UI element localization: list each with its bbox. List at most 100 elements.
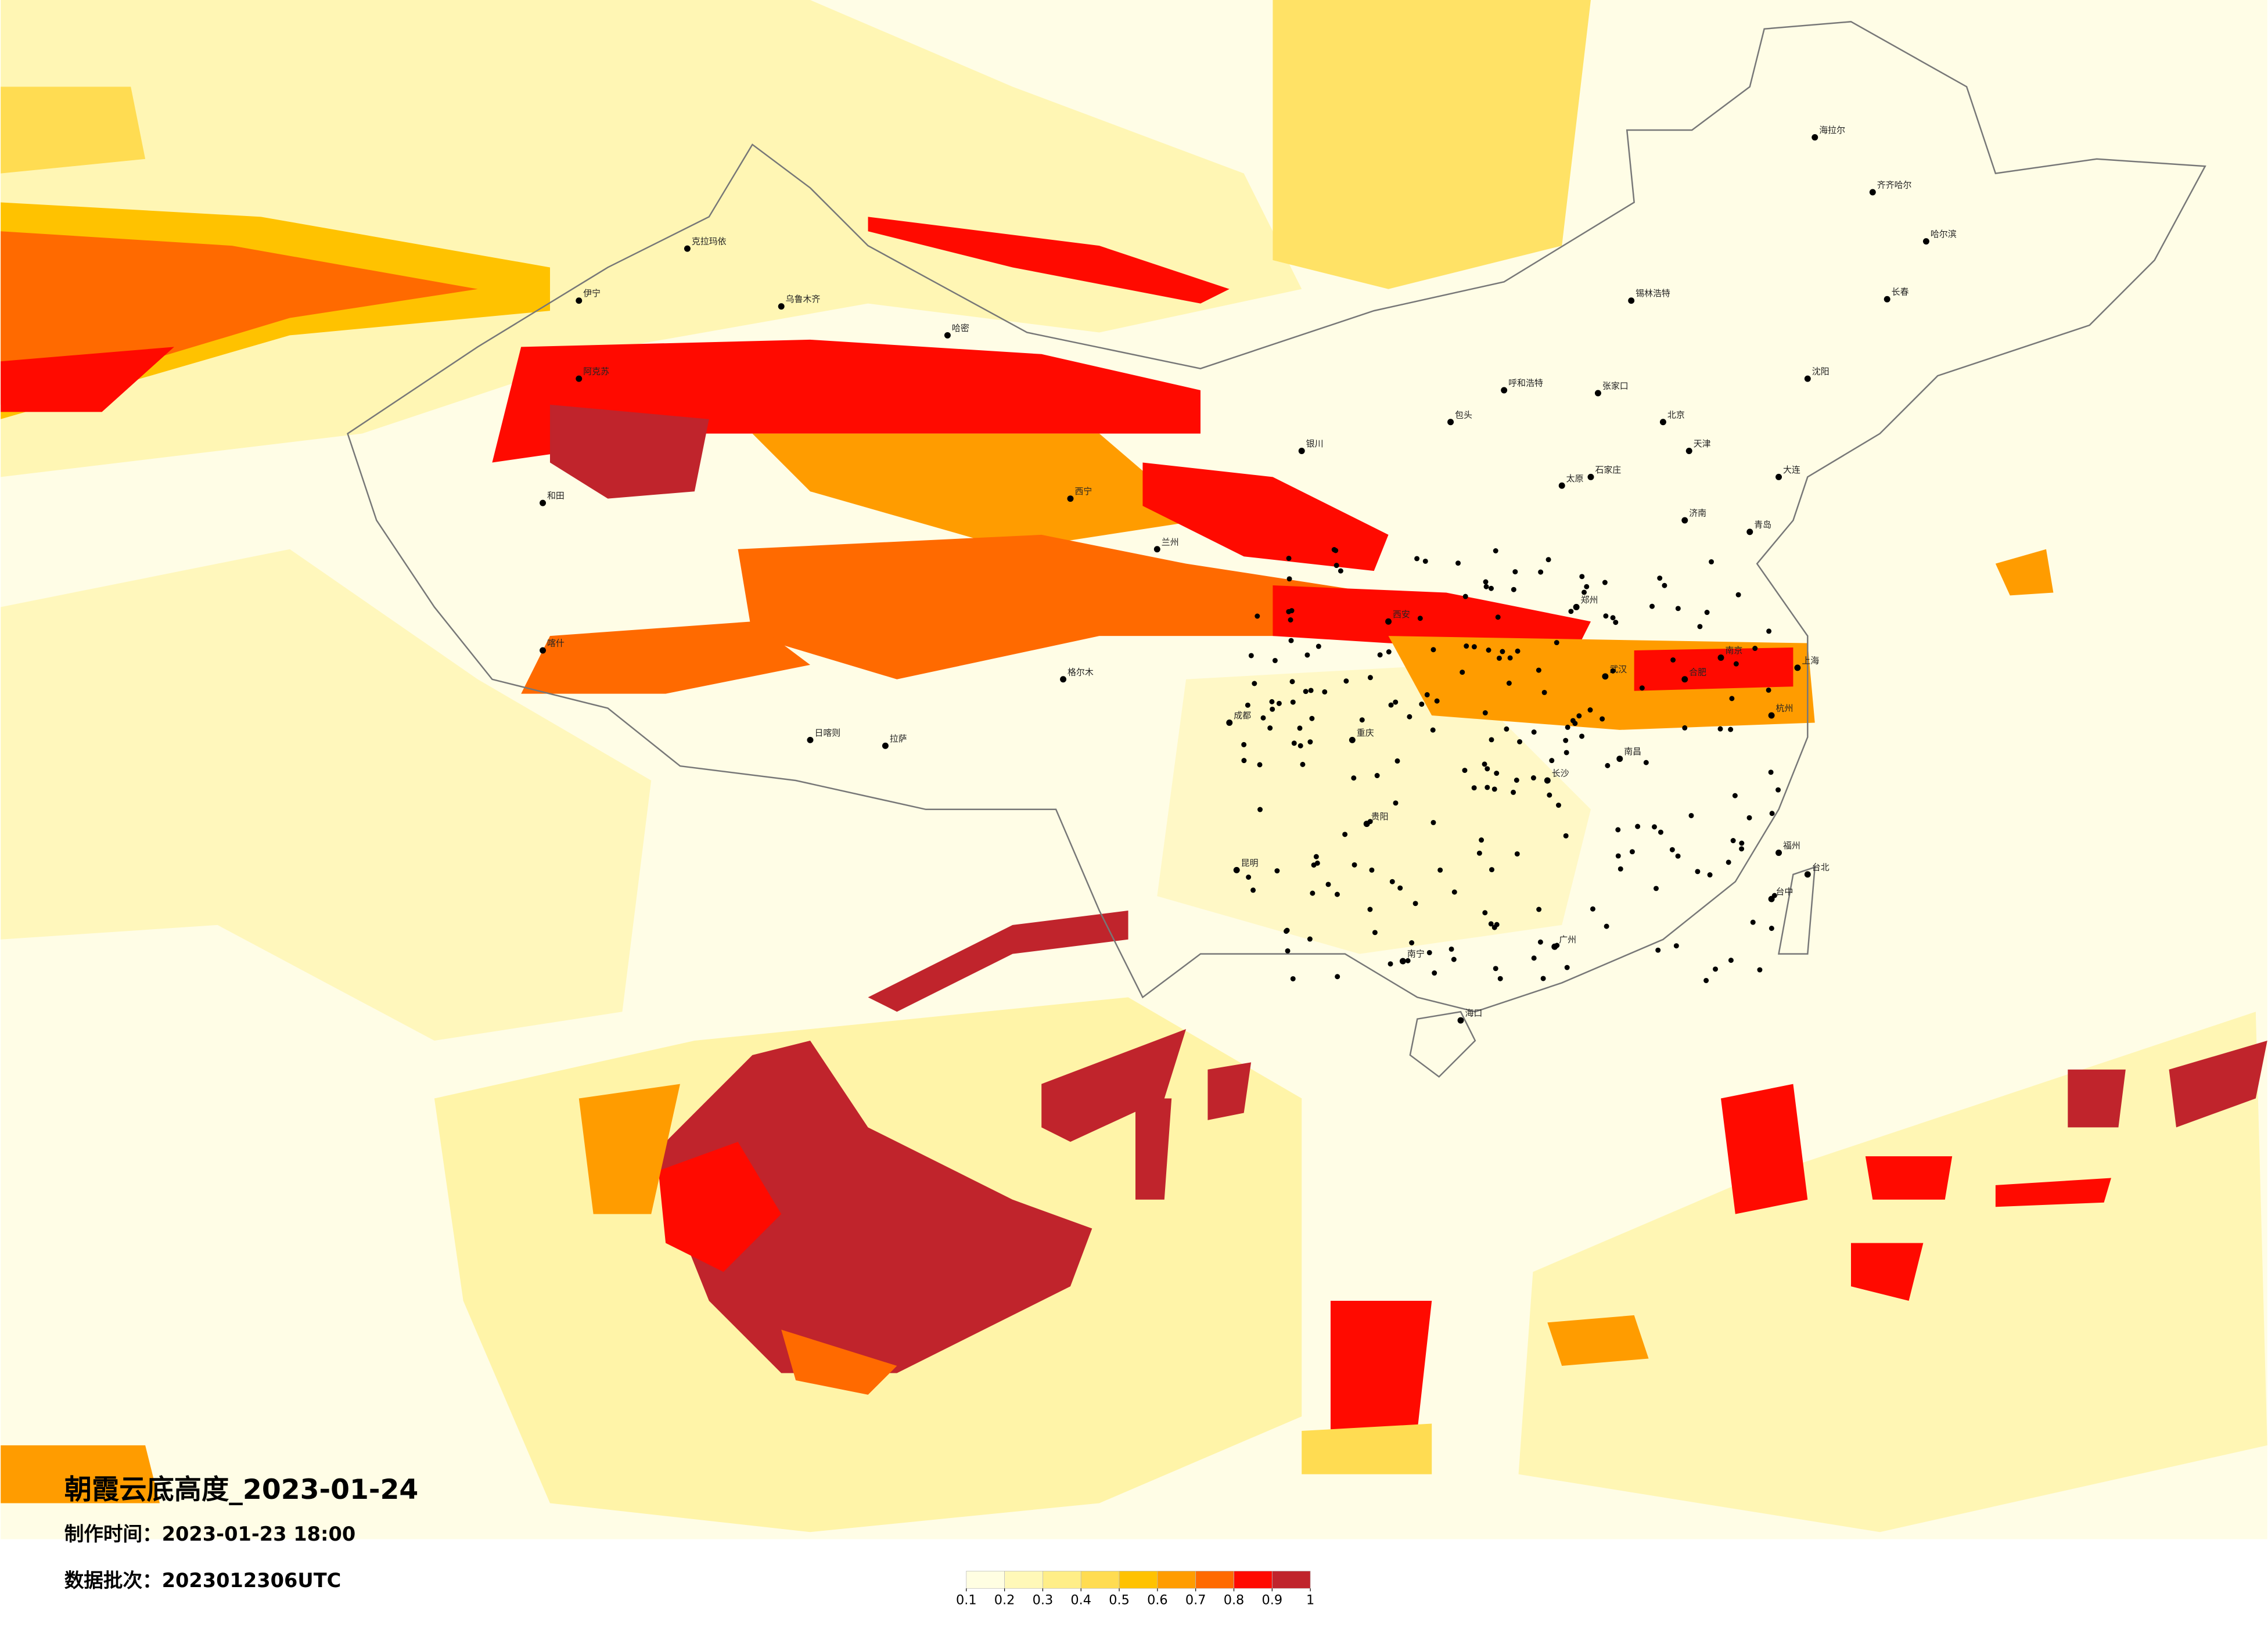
station-dot — [1482, 761, 1487, 767]
station-dot — [1579, 574, 1585, 580]
city-dot — [1457, 1017, 1464, 1024]
station-dot — [1512, 569, 1518, 575]
colorbar: 0.1 0.2 0.3 0.4 0.5 0.6 0.7 0.8 0.9 1 — [956, 1571, 1314, 1608]
colorbar-segment — [1004, 1571, 1043, 1589]
city-label: 阿克苏 — [583, 366, 609, 377]
station-dot — [1735, 592, 1741, 598]
station-dot — [1241, 758, 1247, 764]
station-dot — [1393, 800, 1399, 806]
station-dot — [1482, 710, 1488, 716]
city-label: 张家口 — [1602, 381, 1629, 391]
station-dot — [1407, 714, 1412, 720]
map-title: 朝霞云底高度_2023-01-24 — [64, 1474, 419, 1506]
cloud-area — [752, 433, 1201, 549]
city-label: 长春 — [1892, 287, 1909, 297]
station-dot — [1584, 584, 1590, 589]
city-label: 南京 — [1725, 645, 1742, 656]
station-dot — [1245, 702, 1250, 708]
cloud-area — [1634, 647, 1793, 691]
station-dot — [1479, 837, 1485, 843]
station-dot — [1675, 853, 1681, 859]
station-dot — [1568, 609, 1574, 614]
station-dot — [1537, 939, 1543, 945]
station-dot — [1670, 657, 1676, 663]
station-dot — [1733, 661, 1739, 667]
colorbar-segment — [1119, 1571, 1158, 1589]
station-dot — [1511, 789, 1516, 795]
cloud-area — [1273, 585, 1591, 650]
station-dot — [1285, 948, 1291, 954]
station-dot — [1272, 657, 1278, 663]
cloud-area — [651, 1041, 1092, 1373]
station-dot — [1374, 773, 1380, 779]
colorbar-segment — [1195, 1571, 1234, 1589]
city-label: 长沙 — [1552, 768, 1569, 779]
cloud-area — [1, 347, 174, 412]
station-dot — [1531, 955, 1537, 961]
station-dot — [1538, 569, 1544, 575]
station-dot — [1750, 919, 1756, 925]
station-dot — [1757, 967, 1763, 973]
cloud-area — [1135, 1098, 1172, 1200]
station-dot — [1460, 670, 1465, 675]
station-dot — [1274, 868, 1280, 874]
station-dot — [1530, 775, 1536, 780]
station-dot — [1308, 688, 1314, 693]
station-dot — [1540, 976, 1546, 981]
city-dot — [1811, 134, 1818, 141]
city-label: 拉萨 — [890, 733, 907, 744]
city-dot — [1616, 756, 1623, 762]
station-dot — [1563, 738, 1569, 743]
station-dot — [1739, 846, 1745, 852]
station-dot — [1635, 823, 1641, 829]
city-dot — [944, 332, 951, 339]
station-dot — [1697, 624, 1703, 629]
station-dot — [1342, 832, 1348, 837]
station-dot — [1570, 718, 1576, 724]
cloud-area — [868, 911, 1128, 1012]
city-dot — [1399, 958, 1406, 965]
city-label: 和田 — [547, 491, 565, 501]
station-dot — [1250, 887, 1256, 893]
city-label: 成都 — [1234, 710, 1251, 721]
station-dot — [1541, 689, 1547, 695]
station-dot — [1405, 958, 1411, 963]
station-dot — [1315, 643, 1321, 649]
station-dot — [1284, 929, 1289, 934]
station-dot — [1483, 579, 1489, 585]
station-dot — [1286, 555, 1292, 561]
colorbar-tick-label: 0.4 — [1070, 1593, 1091, 1608]
station-dot — [1488, 921, 1494, 927]
city-dot — [1501, 387, 1508, 394]
colorbar-tick-label: 0.7 — [1185, 1593, 1206, 1608]
city-label: 上海 — [1802, 655, 1819, 665]
station-dot — [1729, 696, 1735, 702]
station-dot — [1504, 726, 1509, 732]
colorbar-tick-label: 0.6 — [1147, 1593, 1168, 1608]
city-dot — [807, 736, 814, 743]
station-dot — [1629, 849, 1635, 855]
station-dot — [1605, 762, 1611, 768]
station-dot — [1451, 956, 1457, 962]
station-dot — [1549, 758, 1555, 764]
station-dot — [1333, 548, 1339, 553]
station-dot — [1536, 906, 1542, 912]
station-dot — [1728, 726, 1734, 732]
city-dot — [1681, 676, 1688, 683]
station-dot — [1654, 886, 1659, 891]
city-dot — [1804, 375, 1811, 382]
cloud-area — [1207, 1062, 1252, 1120]
station-dot — [1604, 923, 1609, 929]
station-dot — [1430, 727, 1436, 733]
station-dot — [1246, 875, 1252, 880]
city-dot — [1573, 603, 1580, 610]
city-dot — [576, 297, 583, 304]
station-dot — [1482, 910, 1488, 916]
station-dot — [1491, 786, 1497, 792]
station-dot — [1257, 807, 1263, 812]
station-dot — [1419, 702, 1425, 707]
station-dot — [1432, 970, 1437, 976]
station-dot — [1717, 726, 1723, 732]
city-dot — [1544, 777, 1551, 784]
station-dot — [1369, 867, 1375, 873]
